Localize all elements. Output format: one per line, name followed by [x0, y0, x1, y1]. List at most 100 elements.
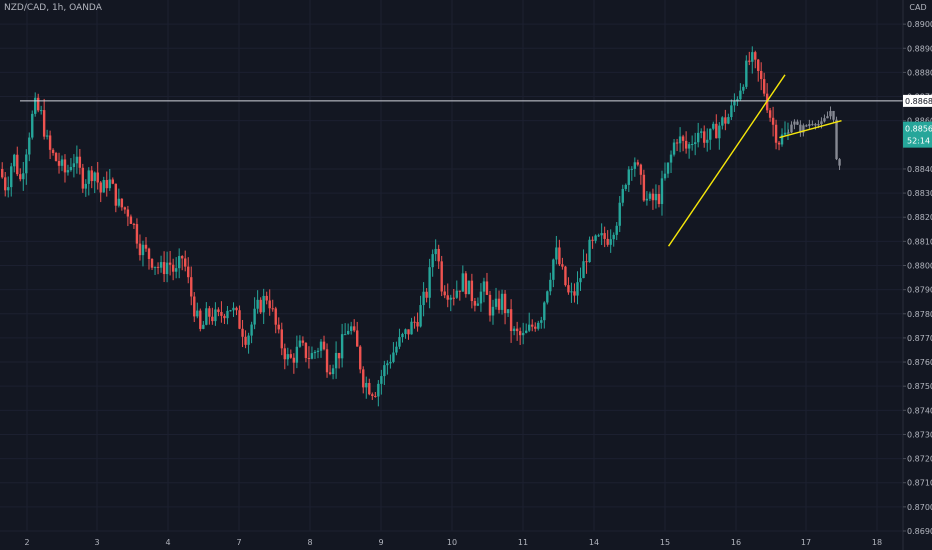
candle-body	[352, 326, 356, 331]
candle-body	[600, 233, 603, 236]
y-tick-label: 0.87600	[907, 358, 932, 367]
countdown-label: 52:14	[907, 137, 930, 146]
candle-body	[546, 291, 549, 303]
candle-body	[193, 296, 196, 317]
candle-body	[612, 234, 615, 240]
candle-body	[10, 166, 13, 188]
live-candle-body	[817, 124, 820, 126]
y-tick-label: 0.86900	[907, 527, 932, 536]
candle-body	[564, 266, 567, 286]
level-price-tag	[903, 94, 932, 107]
candle-body	[657, 193, 661, 204]
candle-body	[144, 244, 148, 249]
candle-body	[359, 346, 362, 370]
candle-body	[555, 247, 558, 260]
candle-body	[343, 334, 347, 336]
y-tick-label: 0.87800	[907, 310, 932, 319]
candle-body	[488, 294, 492, 316]
candle-body	[684, 140, 688, 149]
y-tick-label: 0.88000	[907, 262, 932, 271]
candle-body	[223, 315, 226, 319]
candle-body	[214, 309, 217, 322]
trendlines	[667, 74, 842, 247]
live-candle-body	[799, 124, 802, 133]
x-tick-label: 10	[447, 538, 457, 547]
candle-body	[84, 183, 87, 189]
candle-body	[621, 188, 624, 203]
candle-body	[153, 266, 157, 268]
candle-body	[497, 298, 501, 310]
candle-body	[196, 310, 199, 317]
candle-body	[458, 290, 462, 292]
trendline[interactable]	[667, 74, 786, 247]
candle-body	[57, 160, 61, 166]
candle-body	[461, 273, 465, 292]
candle-body	[407, 329, 410, 335]
candle-body	[419, 305, 422, 327]
candle-body	[666, 162, 670, 174]
candles	[1, 46, 790, 407]
y-tick-label: 0.88300	[907, 189, 932, 198]
candle-body	[518, 331, 522, 336]
x-tick-label: 15	[660, 538, 670, 547]
x-tick-label: 11	[518, 538, 528, 547]
candle-body	[558, 247, 561, 265]
candle-body	[712, 123, 715, 129]
candle-body	[452, 297, 455, 299]
candle-body	[174, 268, 178, 272]
candle-body	[730, 105, 733, 118]
candle-body	[220, 311, 223, 316]
candle-body	[268, 300, 271, 309]
candle-body	[549, 279, 552, 292]
candle-body	[334, 352, 338, 369]
live-candle-body	[814, 124, 817, 126]
candle-body	[292, 357, 296, 363]
candle-body	[636, 162, 640, 165]
candle-body	[709, 128, 712, 140]
candle-body	[123, 207, 127, 210]
trendline[interactable]	[779, 120, 842, 139]
candle-body	[663, 173, 667, 179]
candle-body	[473, 301, 477, 306]
time-axis[interactable]: 2 3 4 7 8 9 10 11 14 15 16 17 18	[24, 538, 882, 547]
candle-body	[690, 144, 694, 146]
candle-body	[395, 346, 398, 353]
candle-body	[328, 372, 332, 375]
candle-body	[187, 266, 190, 278]
candle-body	[78, 156, 82, 168]
y-tick-label: 0.87200	[907, 455, 932, 464]
candle-body	[588, 239, 591, 263]
candle-body	[238, 310, 241, 329]
candle-body	[660, 178, 664, 204]
candle-body	[639, 164, 643, 175]
candle-body	[398, 337, 401, 347]
candle-body	[783, 132, 787, 135]
candle-body	[597, 235, 600, 237]
candle-body	[22, 173, 25, 180]
candle-body	[87, 170, 90, 184]
candle-body	[443, 291, 446, 296]
candle-body	[368, 382, 371, 395]
candle-body	[774, 124, 778, 143]
price-axis[interactable]: 0.890000.889000.888000.887000.886000.884…	[903, 20, 932, 536]
candle-body	[392, 352, 395, 362]
candle-body	[165, 262, 169, 275]
candle-body	[739, 90, 742, 100]
live-candle-body	[832, 110, 835, 120]
candle-body	[147, 248, 151, 259]
candle-body	[162, 262, 166, 275]
candle-body	[34, 97, 37, 114]
candle-body	[159, 262, 163, 268]
x-tick-label: 4	[165, 538, 170, 547]
candle-body	[687, 144, 691, 149]
candle-body	[594, 235, 597, 241]
live-candle-body	[823, 118, 826, 122]
candle-body	[45, 135, 49, 137]
candle-body	[28, 137, 31, 155]
candle-body	[422, 291, 425, 306]
candle-body	[325, 349, 329, 373]
candle-body	[235, 307, 238, 311]
candle-body	[226, 310, 229, 319]
candle-body	[748, 60, 751, 62]
